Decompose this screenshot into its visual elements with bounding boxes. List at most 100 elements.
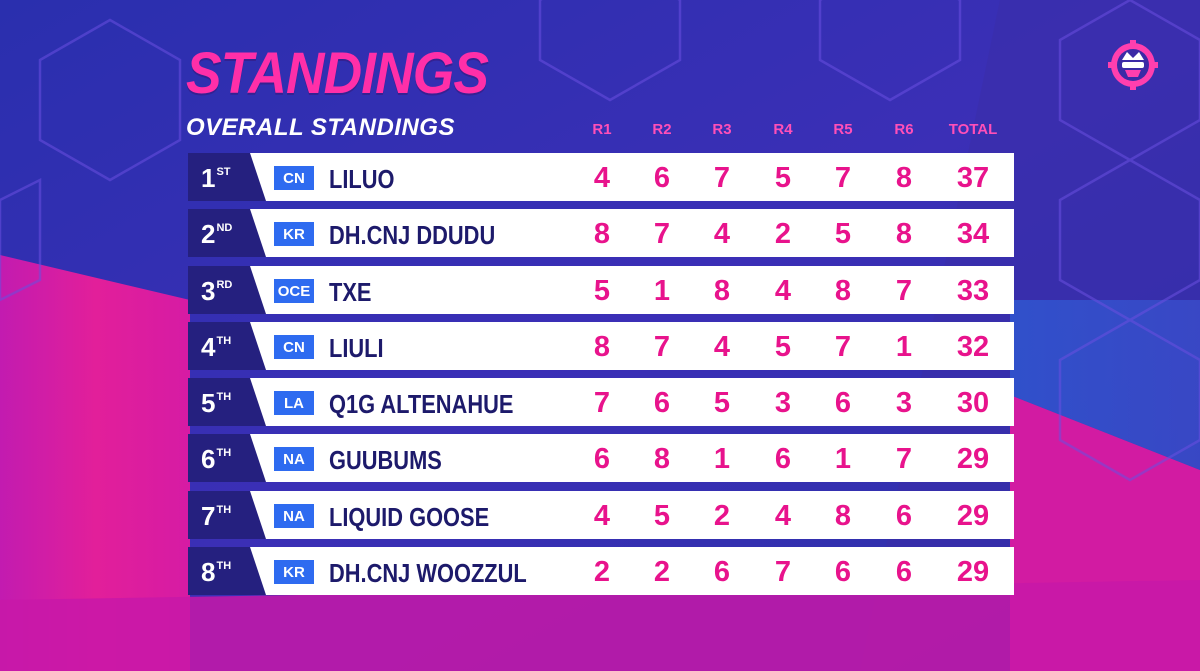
player-name: TXE <box>329 277 372 307</box>
round-score: 2 <box>593 556 611 588</box>
round-score: 2 <box>774 218 792 250</box>
region-badge: CN <box>274 335 314 359</box>
round-score: 7 <box>653 218 671 250</box>
round-score: 6 <box>834 556 852 588</box>
rank-suffix: TH <box>216 447 232 459</box>
table-row: 1ST CN LILUO 4 6 7 5 7 8 37 <box>188 153 1014 201</box>
round-score: 5 <box>774 331 792 363</box>
rank-badge: 5TH <box>188 378 266 426</box>
total-score: 33 <box>956 275 990 307</box>
round-score: 6 <box>653 162 671 194</box>
rank-number: 4 <box>201 332 216 362</box>
column-header-r3: R3 <box>712 121 732 138</box>
round-score: 8 <box>593 218 611 250</box>
round-score: 8 <box>834 500 852 532</box>
round-score: 8 <box>895 162 913 194</box>
round-score: 5 <box>834 218 852 250</box>
round-score: 3 <box>895 387 913 419</box>
table-row: 5TH LA Q1G ALTENAHUE 7 6 5 3 6 3 30 <box>188 378 1014 426</box>
rank-suffix: ST <box>216 166 231 178</box>
round-score: 7 <box>593 387 611 419</box>
round-score: 6 <box>593 443 611 475</box>
round-score: 6 <box>713 556 731 588</box>
region-badge: NA <box>274 504 314 528</box>
rank-suffix: TH <box>216 504 232 516</box>
rank-number: 5 <box>201 388 216 418</box>
table-row: 3RD OCE TXE 5 1 8 4 8 7 33 <box>188 266 1014 314</box>
round-score: 5 <box>713 387 731 419</box>
column-header-r2: R2 <box>652 121 672 138</box>
round-score: 5 <box>593 275 611 307</box>
round-score: 4 <box>593 162 611 194</box>
region-badge: CN <box>274 166 314 190</box>
rank-badge: 8TH <box>188 547 266 595</box>
round-score: 6 <box>895 556 913 588</box>
page-subtitle: OVERALL STANDINGS <box>186 114 455 141</box>
round-score: 1 <box>895 331 913 363</box>
table-row: 2ND KR DH.CNJ DDUDU 8 7 4 2 5 8 34 <box>188 209 1014 257</box>
rank-badge: 1ST <box>188 153 266 201</box>
column-header-r4: R4 <box>773 121 793 138</box>
rank-suffix: ND <box>216 222 233 234</box>
round-score: 7 <box>834 162 852 194</box>
round-score: 6 <box>774 443 792 475</box>
round-score: 8 <box>593 331 611 363</box>
rank-badge: 3RD <box>188 266 266 314</box>
total-score: 29 <box>956 500 990 532</box>
round-score: 8 <box>834 275 852 307</box>
total-score: 37 <box>956 162 990 194</box>
page-title: STANDINGS <box>186 41 489 106</box>
rank-badge: 4TH <box>188 322 266 370</box>
round-score: 7 <box>653 331 671 363</box>
rank-number: 2 <box>201 219 216 249</box>
round-score: 7 <box>834 331 852 363</box>
column-header-r5: R5 <box>833 121 853 138</box>
region-badge: NA <box>274 447 314 471</box>
round-score: 5 <box>774 162 792 194</box>
table-row: 4TH CN LIULI 8 7 4 5 7 1 32 <box>188 322 1014 370</box>
round-score: 7 <box>774 556 792 588</box>
region-badge: KR <box>274 222 314 246</box>
region-badge: OCE <box>274 279 314 303</box>
table-row: 7TH NA LIQUID GOOSE 4 5 2 4 8 6 29 <box>188 491 1014 539</box>
round-score: 1 <box>834 443 852 475</box>
total-score: 30 <box>956 387 990 419</box>
player-name: LILUO <box>329 164 395 194</box>
column-header-r1: R1 <box>592 121 612 138</box>
round-score: 8 <box>895 218 913 250</box>
round-score: 6 <box>653 387 671 419</box>
round-score: 7 <box>895 275 913 307</box>
round-score: 1 <box>653 275 671 307</box>
region-badge: LA <box>274 391 314 415</box>
rank-suffix: TH <box>216 560 232 572</box>
column-header-r6: R6 <box>894 121 914 138</box>
column-header-total: TOTAL <box>948 121 998 138</box>
rank-number: 3 <box>201 276 216 306</box>
round-score: 4 <box>713 331 731 363</box>
rank-badge: 6TH <box>188 434 266 482</box>
total-score: 29 <box>956 443 990 475</box>
player-name: DH.CNJ WOOZZUL <box>329 558 527 588</box>
rank-suffix: TH <box>216 335 232 347</box>
round-score: 5 <box>653 500 671 532</box>
round-score: 4 <box>774 500 792 532</box>
round-score: 2 <box>653 556 671 588</box>
masked-mascot-gear-icon <box>1108 40 1158 90</box>
rank-suffix: RD <box>216 279 233 291</box>
round-score: 4 <box>774 275 792 307</box>
total-score: 34 <box>956 218 990 250</box>
round-score: 1 <box>713 443 731 475</box>
table-row: 8TH KR DH.CNJ WOOZZUL 2 2 6 7 6 6 29 <box>188 547 1014 595</box>
rank-number: 6 <box>201 444 216 474</box>
round-score: 8 <box>653 443 671 475</box>
round-score: 7 <box>895 443 913 475</box>
total-score: 29 <box>956 556 990 588</box>
round-score: 3 <box>774 387 792 419</box>
player-name: GUUBUMS <box>329 445 442 475</box>
round-score: 2 <box>713 500 731 532</box>
rank-number: 1 <box>201 163 216 193</box>
player-name: LIULI <box>329 333 384 363</box>
region-badge: KR <box>274 560 314 584</box>
table-row: 6TH NA GUUBUMS 6 8 1 6 1 7 29 <box>188 434 1014 482</box>
total-score: 32 <box>956 331 990 363</box>
